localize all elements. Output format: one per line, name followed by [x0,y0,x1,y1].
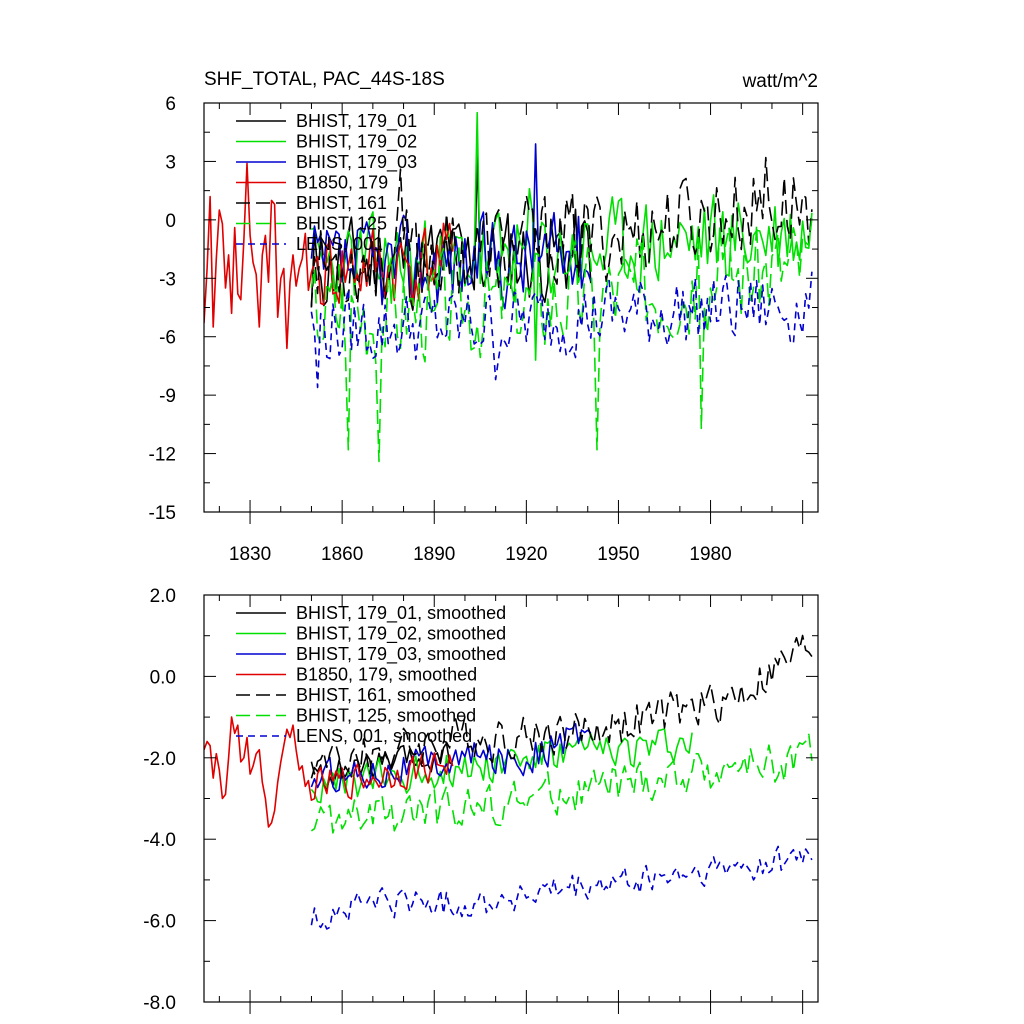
series-line-6 [310,733,813,834]
y-tick-label: 0 [165,211,176,232]
x-tick-label: 1980 [689,544,731,565]
x-tick-label: 1890 [413,544,455,565]
series-line-6 [310,218,813,463]
legend-entry: LENS, 001 [296,234,383,254]
series-line-4 [204,162,454,350]
y-tick-label: -4.0 [143,830,176,851]
y-tick-label: -3 [159,269,176,290]
series-line-3 [310,723,592,793]
y-tick-label: 0.0 [150,667,176,688]
legend-entry: BHIST, 179_01 [296,111,417,132]
x-tick-label: 1950 [597,544,639,565]
top-panel: SHF_TOTAL, PAC_44S-18S watt/m^2 6 3 0 -3 -6 -… [149,69,819,565]
legend-entry: LENS, 001, smoothed [296,726,472,746]
y-tick-label: -12 [149,445,176,466]
series-line-7 [310,271,813,389]
y-tick-label: -15 [149,503,176,524]
legend-entry: BHIST, 179_03, smoothed [296,644,506,665]
legend-entry: BHIST, 179_02 [296,132,417,153]
y-tick-label: -6.0 [143,912,176,933]
y-tick-label: 2.0 [150,586,176,607]
legend-entry: BHIST, 179_01, smoothed [296,603,506,624]
legend-entry: BHIST, 179_03 [296,152,417,173]
series-line-7 [310,845,813,930]
y-tick-label: -8.0 [143,993,176,1014]
top-panel-title: SHF_TOTAL, PAC_44S-18S [204,69,445,90]
y-tick-label: -9 [159,386,176,407]
series-line-3 [310,143,592,310]
y-tick-label: -2.0 [143,749,176,770]
x-tick-label: 1920 [505,544,547,565]
legend-entry: BHIST, 161, smoothed [296,685,476,705]
y-tick-label: -6 [159,328,176,349]
top-panel-units: watt/m^2 [742,71,818,92]
legend-entry: BHIST, 179_02, smoothed [296,624,506,645]
bottom-panel: 2.0 0.0 -2.0 -4.0 -6.0 -8.0 BHIST, 179_01, smo… [143,586,819,1014]
y-tick-label: 6 [165,94,176,115]
series-line-1 [310,742,453,790]
legend-entry: B1850, 179 [296,173,388,193]
series-line-4 [204,716,454,828]
series-line-5 [310,634,813,779]
x-tick-label: 1860 [321,544,363,565]
y-tick-label: 3 [165,152,176,173]
legend-entry: B1850, 179, smoothed [296,665,477,685]
legend-entry: BHIST, 125, smoothed [296,706,476,726]
series-line-5 [310,156,813,307]
legend-entry: BHIST, 161 [296,193,387,213]
legend-entry: BHIST, 125 [296,214,387,234]
x-tick-label: 1830 [229,544,271,565]
